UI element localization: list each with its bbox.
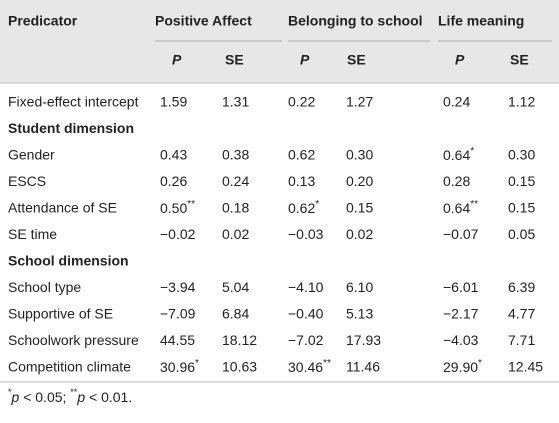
cell: 0.28 [443, 173, 470, 189]
cell: 0.05 [508, 226, 535, 242]
cell-sup: * [195, 358, 199, 369]
row-label: Schoolwork pressure [8, 332, 139, 348]
cell: 29.90* [443, 358, 482, 375]
cell: 1.31 [222, 94, 249, 110]
cell-value: 30.96 [160, 359, 195, 375]
cell: 30.96* [160, 358, 199, 375]
cell: −0.40 [288, 306, 324, 322]
cell: 4.77 [508, 306, 535, 322]
cell: 12.45 [508, 359, 543, 375]
cell-sup: ** [470, 199, 478, 210]
cell: −7.02 [288, 332, 324, 348]
cell-value: 0.50 [160, 200, 187, 216]
cell-value: 0.64 [443, 200, 470, 216]
header-label: Predicator [8, 13, 78, 29]
cell: 0.15 [508, 200, 535, 216]
cell-value: 29.90 [443, 359, 478, 375]
cell: 18.12 [222, 332, 257, 348]
footnote-sup: ** [70, 387, 78, 397]
cell: 0.13 [288, 173, 315, 189]
cell: 1.12 [508, 94, 535, 110]
group-header: Life meaning [438, 13, 524, 29]
cell: 6.10 [346, 279, 373, 295]
cell: 44.55 [160, 332, 195, 348]
row-label: ESCS [8, 173, 46, 189]
row-label: Supportive of SE [8, 306, 113, 322]
cell: 0.20 [346, 173, 373, 189]
cell-value: 0.64 [443, 147, 470, 163]
cell: 5.13 [346, 306, 373, 322]
sub-header: P [455, 52, 465, 68]
cell: 0.26 [160, 173, 187, 189]
cell: 0.18 [222, 200, 249, 216]
cell-sup: * [478, 358, 482, 369]
cell: −4.03 [443, 332, 479, 348]
row-label: School type [8, 279, 81, 295]
cell: 0.38 [222, 147, 249, 163]
footnote-text: p [11, 389, 20, 405]
cell: 0.02 [222, 226, 249, 242]
row-label: Fixed-effect intercept [8, 94, 139, 110]
cell-sup: * [470, 146, 474, 157]
cell: −0.02 [160, 226, 196, 242]
cell: 0.50** [160, 199, 195, 216]
cell-sup: ** [187, 199, 195, 210]
cell: 0.30 [346, 147, 373, 163]
cell: 30.46** [288, 358, 331, 375]
cell-value: 0.62 [288, 200, 315, 216]
sub-header: SE [347, 52, 366, 68]
cell: 0.62 [288, 147, 315, 163]
cell-sup: ** [323, 358, 331, 369]
cell: 0.24 [443, 94, 470, 110]
section-label: School dimension [8, 253, 129, 269]
cell: −4.10 [288, 279, 324, 295]
cell: −0.07 [443, 226, 479, 242]
sub-header: SE [510, 52, 529, 68]
cell: 11.46 [346, 359, 380, 375]
cell-value: 30.46 [288, 359, 323, 375]
cell: 0.64** [443, 199, 478, 216]
cell: 6.39 [508, 279, 535, 295]
cell: 10.63 [222, 359, 257, 375]
sub-header: P [300, 52, 310, 68]
cell: 0.24 [222, 173, 249, 189]
sub-header: SE [225, 52, 244, 68]
footnote: *p < 0.05; **p < 0.01. [8, 387, 132, 404]
cell: −3.94 [160, 279, 196, 295]
cell: 7.71 [508, 332, 535, 348]
footnote-text: < 0.05; [19, 389, 70, 405]
cell: 0.43 [160, 147, 187, 163]
cell: 0.15 [346, 200, 373, 216]
row-label: Competition climate [8, 359, 131, 375]
row-label: SE time [8, 226, 57, 242]
cell: −7.09 [160, 306, 196, 322]
cell: 0.62* [288, 199, 319, 216]
cell: −6.01 [443, 279, 479, 295]
cell: 1.59 [160, 94, 187, 110]
group-header: Belonging to school [288, 13, 423, 29]
cell: 0.02 [346, 226, 373, 242]
cell-sup: * [315, 199, 319, 210]
sub-header: P [172, 52, 182, 68]
footnote-text: p [76, 389, 85, 405]
row-label: Gender [8, 147, 55, 163]
group-header: Positive Affect [155, 13, 252, 29]
cell: 5.04 [222, 279, 249, 295]
cell: 6.84 [222, 306, 249, 322]
row-label: Attendance of SE [8, 200, 117, 216]
cell: −0.03 [288, 226, 324, 242]
cell: −2.17 [443, 306, 479, 322]
cell: 1.27 [346, 94, 373, 110]
cell: 0.15 [508, 173, 535, 189]
cell: 0.30 [508, 147, 535, 163]
footnote-sup: * [8, 387, 12, 397]
section-label: Student dimension [8, 120, 134, 136]
footnote-text: < 0.01. [85, 389, 132, 405]
cell: 0.22 [288, 94, 315, 110]
cell: 0.64* [443, 146, 474, 163]
cell: 17.93 [346, 332, 381, 348]
